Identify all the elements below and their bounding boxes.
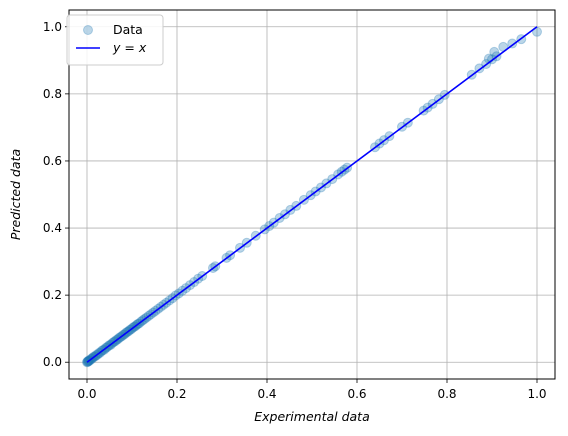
y-tick-label: 0.0	[43, 355, 62, 369]
x-tick-label: 0.2	[167, 387, 186, 401]
legend-line-label: y = x	[112, 40, 147, 55]
x-tick-label: 1.0	[527, 387, 546, 401]
identity-line-layer	[86, 26, 538, 363]
y-tick-label: 0.4	[43, 221, 62, 235]
axis-ticks: 0.0 0.2 0.4 0.6 0.8 1.0 0.0 0.2 0.4 0.6 0.8 1.0	[43, 20, 547, 401]
x-tick-label: 0.8	[437, 387, 456, 401]
y-tick-label: 1.0	[43, 20, 62, 34]
x-axis-title: Experimental data	[254, 409, 370, 424]
data-points	[82, 26, 542, 368]
x-tick-label: 0.6	[347, 387, 366, 401]
plot-frame	[68, 9, 556, 380]
y-tick-label: 0.8	[43, 87, 62, 101]
legend-data-label: Data	[113, 22, 143, 37]
data-point	[489, 46, 500, 57]
x-tick-label: 0.4	[257, 387, 276, 401]
identity-line	[86, 26, 538, 363]
legend-data-marker	[83, 25, 93, 35]
legend-box	[66, 14, 164, 66]
y-tick-label: 0.2	[43, 288, 62, 302]
data-point	[507, 38, 518, 49]
y-tick-label: 0.6	[43, 154, 62, 168]
y-axis-title: Predicted data	[8, 149, 23, 240]
x-tick-label: 0.0	[77, 387, 96, 401]
legend: Data y = x	[66, 14, 164, 66]
